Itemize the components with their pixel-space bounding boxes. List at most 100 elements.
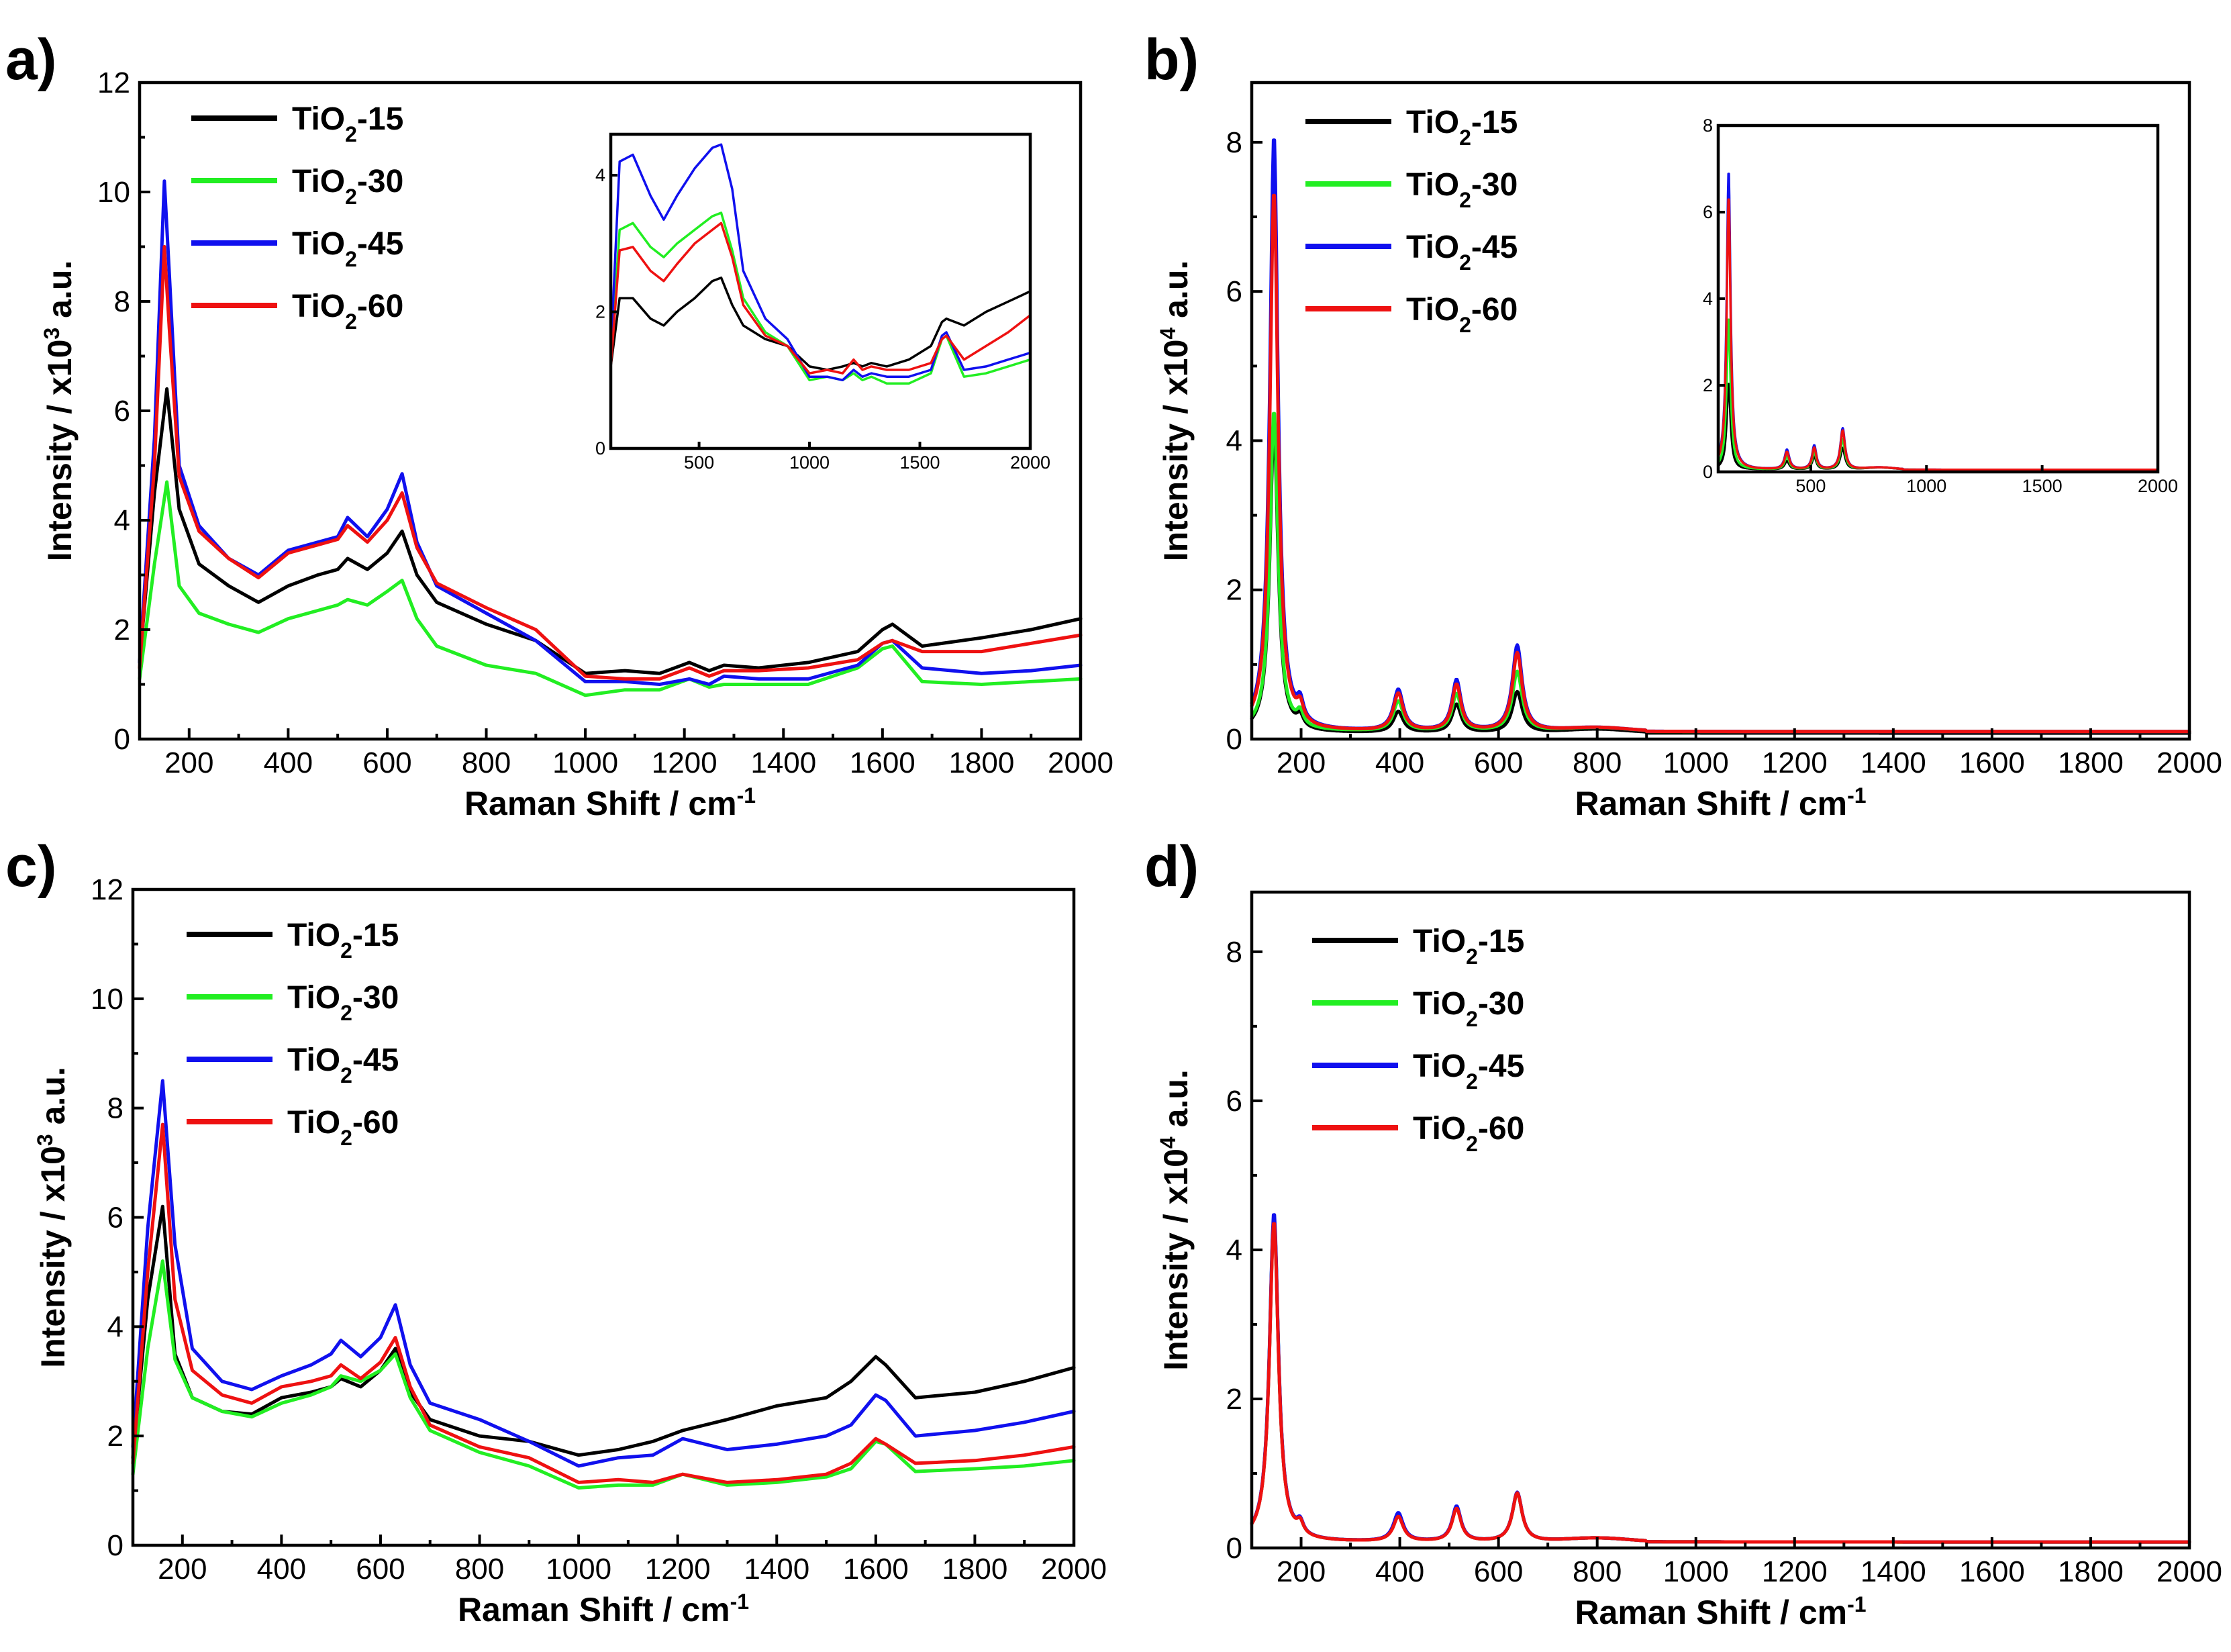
panel-label: b)	[1144, 28, 1199, 92]
panel-label: d)	[1144, 834, 1199, 899]
legend-label: TiO2-15	[1406, 105, 1518, 150]
legend-label: TiO2-60	[1413, 1111, 1524, 1156]
series-line-tio2-60	[138, 245, 1083, 681]
x-tick-label: 1400	[1861, 1555, 1926, 1588]
x-tick-label: 1800	[948, 746, 1014, 779]
y-tick-label: 4	[107, 1310, 123, 1343]
legend-label: TiO2-30	[1413, 986, 1524, 1031]
plot-frame	[1250, 890, 2191, 1550]
x-tick-label: 1600	[1959, 746, 2025, 779]
y-tick-label: 6	[107, 1202, 123, 1234]
y-tick-label: 6	[1226, 1085, 1242, 1118]
legend-label: TiO2-45	[1413, 1049, 1524, 1094]
series-line-tio2-15	[609, 276, 1031, 371]
x-tick-label: 800	[1573, 1555, 1622, 1588]
y-tick-label: 0	[1226, 723, 1242, 756]
x-tick-label: 400	[1375, 746, 1424, 779]
legend-label: TiO2-45	[292, 226, 403, 271]
series-line-tio2-60	[1250, 193, 2191, 734]
y-tick-label: 4	[595, 165, 605, 185]
series-line-tio2-30	[1250, 1218, 2191, 1544]
y-tick-label: 10	[91, 983, 123, 1016]
y-tick-label: 6	[1703, 202, 1713, 222]
panel-label: c)	[5, 834, 56, 899]
x-tick-label: 2000	[1048, 746, 1113, 779]
x-tick-label: 1000	[1663, 1555, 1729, 1588]
x-tick-label: 1500	[2022, 476, 2063, 496]
y-tick-label: 0	[1226, 1532, 1242, 1565]
x-tick-label: 1600	[1959, 1555, 2025, 1588]
legend-label: TiO2-30	[287, 980, 399, 1025]
legend: TiO2-15 TiO2-30 TiO2-45 TiO2-60	[1312, 924, 1524, 1156]
y-axis-label: Intensity / x104 a.u.	[1156, 260, 1195, 562]
x-axis-label: Raman Shift / cm-1	[1575, 1592, 1866, 1631]
x-tick-label: 200	[158, 1553, 207, 1586]
x-tick-label: 500	[1795, 476, 1826, 496]
panel-label: a)	[5, 28, 56, 92]
y-tick-label: 12	[97, 66, 130, 99]
legend-label: TiO2-60	[1406, 292, 1518, 337]
legend-label: TiO2-15	[1413, 924, 1524, 969]
y-tick-label: 0	[114, 723, 130, 756]
x-tick-label: 600	[1474, 1555, 1523, 1588]
x-tick-label: 1000	[552, 746, 618, 779]
y-axis-label: Intensity / x104 a.u.	[1156, 1069, 1195, 1371]
y-tick-label: 2	[1226, 574, 1242, 607]
chart-panel-a: 200 400 600 800 1000 1200 1400 1600 1800 2000 0 2 4 6…	[5, 28, 1113, 822]
chart-panel-d: 200 400 600 800 1000 1200 1400 1600 1800 2000 0 2 4 6…	[1144, 834, 2222, 1631]
x-tick-label: 1200	[645, 1553, 711, 1586]
legend-label: TiO2-45	[287, 1042, 399, 1087]
inset-background	[611, 134, 1030, 448]
y-tick-label: 8	[1226, 126, 1242, 159]
x-tick-label: 2000	[2156, 746, 2222, 779]
x-tick-label: 1500	[899, 452, 940, 473]
inset-chart: 500 1000 1500 2000 0 2 4 6 8	[1703, 115, 2178, 496]
y-tick-label: 8	[1703, 115, 1713, 136]
x-tick-label: 600	[362, 746, 411, 779]
y-tick-label: 4	[114, 504, 130, 537]
series-line-tio2-60	[609, 222, 1032, 375]
y-tick-label: 10	[97, 176, 130, 209]
series-line-tio2-60	[1250, 1222, 2191, 1544]
y-tick-label: 8	[114, 285, 130, 318]
x-tick-label: 600	[1474, 746, 1523, 779]
x-tick-label: 2000	[1041, 1553, 1107, 1586]
chart-panel-b: 200 400 600 800 1000 1200 1400 1600 1800 2000 0 2 4 6…	[1144, 28, 2222, 822]
x-axis-label: Raman Shift / cm-1	[1575, 783, 1866, 822]
y-tick-label: 8	[107, 1092, 123, 1125]
x-tick-label: 2000	[1010, 452, 1050, 473]
x-tick-label: 1800	[2058, 1555, 2124, 1588]
x-tick-label: 2000	[2156, 1555, 2222, 1588]
y-axis-label: Intensity / x103 a.u.	[33, 1067, 72, 1368]
y-tick-label: 0	[1703, 462, 1713, 482]
y-tick-label: 2	[595, 302, 605, 322]
y-tick-label: 0	[107, 1529, 123, 1562]
y-tick-label: 4	[1226, 1234, 1242, 1267]
legend: TiO2-15 TiO2-30 TiO2-45 TiO2-60	[187, 918, 399, 1150]
y-tick-label: 12	[91, 873, 123, 906]
legend-label: TiO2-45	[1406, 230, 1518, 275]
y-tick-label: 8	[1226, 936, 1242, 969]
series-line-tio2-15	[1250, 1218, 2191, 1544]
y-tick-label: 4	[1703, 289, 1713, 309]
x-tick-label: 1600	[850, 746, 915, 779]
x-tick-label: 1000	[1906, 476, 1946, 496]
x-tick-label: 800	[1573, 746, 1622, 779]
x-tick-label: 1800	[2058, 746, 2124, 779]
y-tick-label: 2	[114, 614, 130, 646]
x-tick-label: 1200	[1762, 1555, 1828, 1588]
series-line-tio2-15	[131, 1204, 1076, 1460]
x-tick-label: 1800	[942, 1553, 1007, 1586]
series-line-tio2-45	[1250, 1213, 2191, 1544]
series-line-tio2-60	[1717, 198, 2159, 471]
legend: TiO2-15 TiO2-30 TiO2-45 TiO2-60	[191, 101, 403, 334]
y-tick-label: 2	[1226, 1383, 1242, 1416]
x-tick-label: 1400	[1861, 746, 1926, 779]
series-line-tio2-30	[138, 480, 1083, 697]
x-tick-label: 600	[356, 1553, 405, 1586]
inset-frame	[609, 132, 1032, 450]
y-tick-label: 4	[1226, 424, 1242, 457]
inset-chart: 500 1000 1500 2000 0 2 4	[595, 132, 1050, 473]
y-axis-label: Intensity / x103 a.u.	[40, 260, 79, 562]
